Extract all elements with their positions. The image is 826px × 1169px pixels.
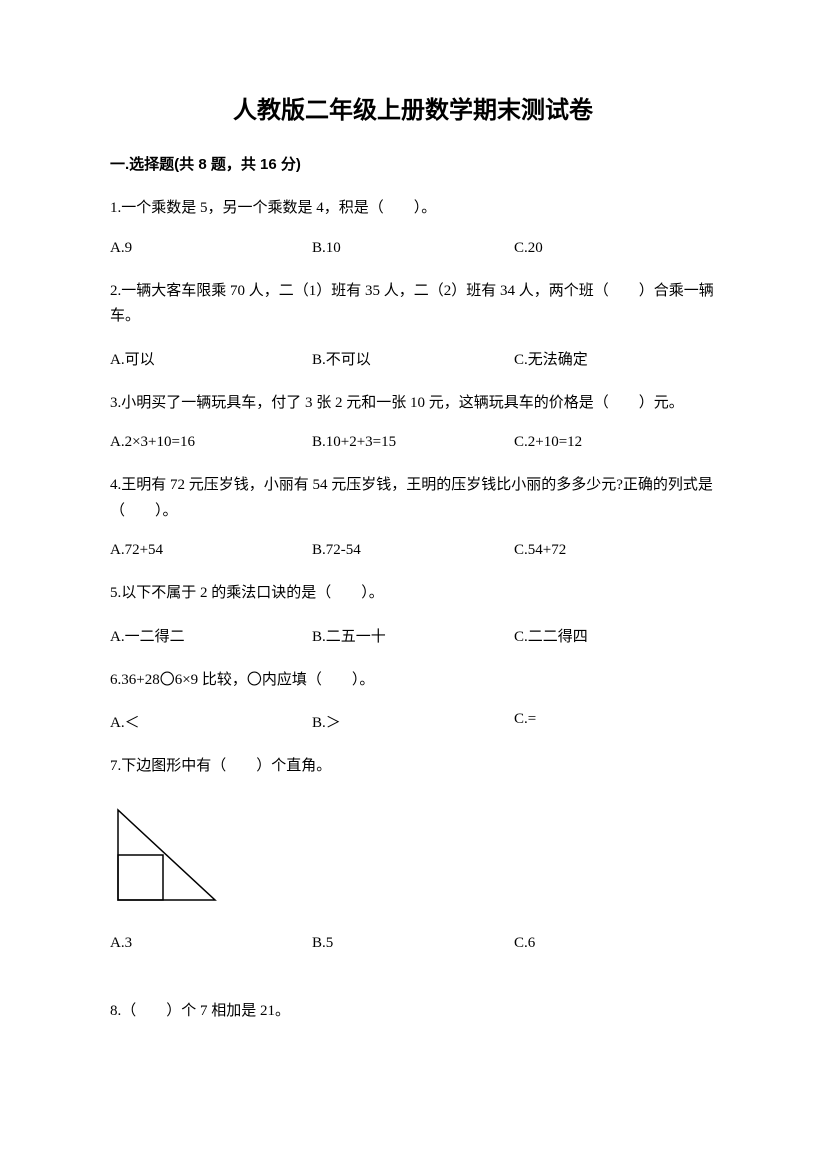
- question-5: 5.以下不属于 2 的乘法口诀的是（ ）。: [110, 581, 716, 607]
- q6-option-b: B.＞: [312, 711, 514, 732]
- triangle-square-figure: [110, 805, 220, 905]
- question-7-options: A.3 B.5 C.6: [110, 935, 716, 952]
- q1-option-c: C.20: [514, 240, 716, 257]
- q3-option-c: C.2+10=12: [514, 434, 716, 451]
- page-title: 人教版二年级上册数学期末测试卷: [110, 90, 716, 125]
- q3-option-b: B.10+2+3=15: [312, 434, 514, 451]
- question-7: 7.下边图形中有（ ）个直角。: [110, 754, 716, 780]
- q5-option-c: C.二二得四: [514, 625, 716, 646]
- q7-option-c: C.6: [514, 935, 716, 952]
- question-2-options: A.可以 B.不可以 C.无法确定: [110, 348, 716, 369]
- question-3-options: A.2×3+10=16 B.10+2+3=15 C.2+10=12: [110, 434, 716, 451]
- q4-option-c: C.54+72: [514, 542, 716, 559]
- question-6: 6.36+28〇6×9 比较，〇内应填（ ）。: [110, 668, 716, 694]
- question-1: 1.一个乘数是 5，另一个乘数是 4，积是（ ）。: [110, 196, 716, 222]
- question-4-options: A.72+54 B.72-54 C.54+72: [110, 542, 716, 559]
- question-3: 3.小明买了一辆玩具车，付了 3 张 2 元和一张 10 元，这辆玩具车的价格是…: [110, 391, 716, 417]
- question-1-options: A.9 B.10 C.20: [110, 240, 716, 257]
- q2-option-c: C.无法确定: [514, 348, 716, 369]
- spacer: [110, 974, 716, 999]
- q6-option-a: A.＜: [110, 711, 312, 732]
- exam-page: 人教版二年级上册数学期末测试卷 一.选择题(共 8 题，共 16 分) 1.一个…: [0, 0, 826, 1169]
- q1-option-b: B.10: [312, 240, 514, 257]
- q5-option-b: B.二五一十: [312, 625, 514, 646]
- q7-option-a: A.3: [110, 935, 312, 952]
- q1-option-a: A.9: [110, 240, 312, 257]
- inner-square: [118, 855, 163, 900]
- question-4: 4.王明有 72 元压岁钱，小丽有 54 元压岁钱，王明的压岁钱比小丽的多多少元…: [110, 473, 716, 524]
- q5-option-a: A.一二得二: [110, 625, 312, 646]
- question-2: 2.一辆大客车限乘 70 人，二（1）班有 35 人，二（2）班有 34 人，两…: [110, 279, 716, 330]
- question-5-options: A.一二得二 B.二五一十 C.二二得四: [110, 625, 716, 646]
- question-6-options: A.＜ B.＞ C.=: [110, 711, 716, 732]
- section-header: 一.选择题(共 8 题，共 16 分): [110, 153, 716, 174]
- q7-diagram: [110, 805, 716, 910]
- q7-option-b: B.5: [312, 935, 514, 952]
- q4-option-a: A.72+54: [110, 542, 312, 559]
- q6-option-c: C.=: [514, 711, 716, 732]
- question-8: 8.（ ）个 7 相加是 21。: [110, 999, 716, 1025]
- q2-option-a: A.可以: [110, 348, 312, 369]
- q4-option-b: B.72-54: [312, 542, 514, 559]
- q3-option-a: A.2×3+10=16: [110, 434, 312, 451]
- q2-option-b: B.不可以: [312, 348, 514, 369]
